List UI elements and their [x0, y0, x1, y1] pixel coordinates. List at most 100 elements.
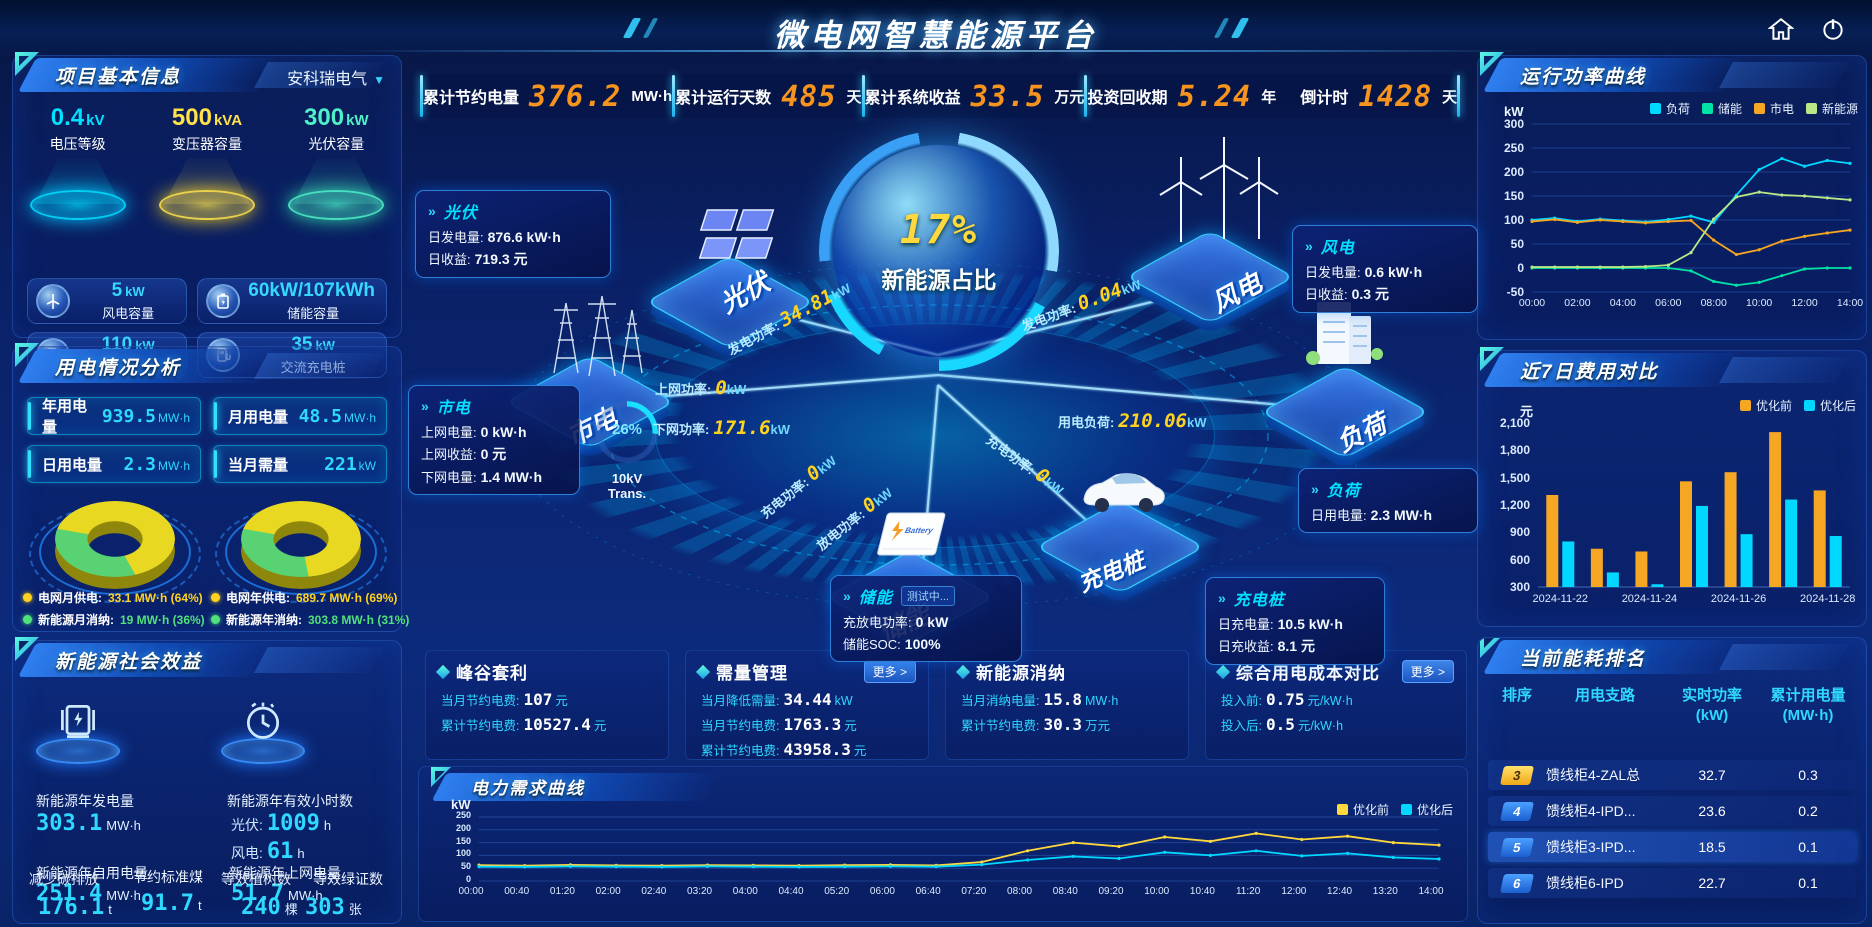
legend-item[interactable]: 优化前	[1336, 801, 1389, 818]
chevron-right-icon: »	[428, 203, 436, 219]
kpi-stats-bar: 累计节约电量 376.2 MW·h 累计运行天数 485 天 累计系统收益 33…	[420, 74, 1461, 118]
y-tick: -50	[1506, 285, 1524, 299]
x-tick: 02:00	[595, 886, 621, 897]
power-curve-chart: kW 负荷 储能 市电 新能源 300 250 200 150 100 50 0 -50 00:00 02:…	[1486, 100, 1863, 334]
status-badge: 测试中...	[900, 586, 955, 606]
power-icon[interactable]	[1820, 16, 1846, 42]
kpi-unit: 万元	[1054, 88, 1085, 106]
stat-row: 当月消纳电量: 15.8 MW·h	[961, 690, 1119, 709]
y-tick: 1,500	[1499, 470, 1530, 485]
legend-item[interactable]: 优化后	[1803, 397, 1856, 414]
panel-title: 用电情况分析	[55, 358, 182, 379]
legend-label: 优化后	[1819, 399, 1856, 413]
x-tick: 02:00	[1564, 297, 1591, 309]
company-dropdown[interactable]: 安科瑞电气 ▼	[287, 71, 385, 88]
kpi-label: 累计运行天数	[675, 90, 772, 107]
benefit-pv-hours: 光伏: 1009 h	[231, 811, 332, 836]
kpi-unit: 天	[846, 88, 862, 106]
kpi-value: 376.2	[529, 79, 622, 113]
legend-swatch	[1753, 103, 1765, 114]
chevron-right-icon: »	[1218, 590, 1226, 606]
legend-dot-icon	[211, 593, 220, 602]
battery-icon	[206, 284, 241, 318]
x-tick: 02:40	[641, 886, 667, 897]
transformer-ring	[596, 401, 658, 463]
battery-container-icon: Battery	[877, 512, 946, 556]
title-slash-decoration	[622, 18, 642, 38]
benefit-label: 新能源年发电量	[36, 793, 134, 809]
x-tick: 00:40	[504, 886, 530, 897]
card-pv-detail: » 光伏 日发电量: 876.6 kW·h 日收益: 719.3 元	[415, 190, 611, 278]
stats-divider	[1457, 75, 1461, 117]
legend-item[interactable]: 优化前	[1739, 397, 1792, 414]
benefit-label: 新能源年上网电量	[229, 865, 341, 881]
card-wind-capacity: 5 kW 风电容量	[27, 278, 188, 324]
total-energy: 0.1	[1798, 875, 1818, 891]
y-tick: 300	[1503, 117, 1524, 131]
hours-pedestal	[218, 699, 308, 764]
stat-row: 投入前: 0.75 元/kW·h	[1221, 690, 1353, 709]
legend-item[interactable]: 负荷	[1649, 100, 1690, 117]
benefit-label: 减少碳排放	[29, 871, 99, 887]
panel-title: 项目基本信息	[55, 67, 182, 88]
legend-swatch	[1803, 400, 1815, 411]
rank-badge: 5	[1499, 837, 1535, 857]
stats-divider	[420, 75, 423, 117]
legend-item[interactable]: 优化后	[1400, 801, 1453, 818]
panel-title: 近7日费用对比	[1520, 362, 1659, 383]
x-tick: 10:00	[1144, 886, 1170, 897]
stat-row: 当月节约电费: 107 元	[441, 690, 568, 709]
x-tick: 08:00	[1700, 297, 1727, 309]
table-row[interactable]: 4 馈线柜4-IPD... 23.6 0.2	[1488, 796, 1856, 826]
benefit-label: 节约标准煤	[133, 869, 203, 885]
y-tick: 600	[1509, 552, 1530, 567]
ranking-table-header: 排序 用电支路 实时功率 (kW) 累计用电量 (MW·h)	[1501, 687, 1846, 725]
table-row[interactable]: 5 馈线柜3-IPD... 18.5 0.1	[1488, 832, 1856, 862]
axis-unit-label: kW	[451, 797, 471, 812]
kpi-payback-countdown: 投资回收期 5.24 年 倒计时 1428 天	[1087, 79, 1457, 113]
legend-dot-icon	[211, 615, 220, 624]
panel-renewable-consumption: 新能源消纳 当月消纳电量: 15.8 MW·h 累计节约电费: 30.3 万元	[945, 650, 1189, 760]
x-tick: 12:40	[1327, 886, 1353, 897]
stat-row: 累计节约电费: 10527.4 元	[441, 715, 607, 734]
legend-item[interactable]: 储能	[1701, 100, 1742, 117]
stat-row: 累计节约电费: 30.3 万元	[961, 715, 1111, 734]
demand-curve-chart: kW 优化前 优化后 250 200 150 100 50 0 00:00 00:40 01:20 02…	[431, 797, 1455, 919]
legend-item[interactable]: 新能源	[1805, 100, 1858, 117]
chevron-down-icon: ▼	[373, 73, 385, 87]
realtime-power: 32.7	[1698, 767, 1726, 783]
year-supply-donut	[215, 495, 387, 605]
chevron-right-icon: »	[843, 588, 851, 604]
flow-feed-in: 上网功率: 0kW	[655, 377, 747, 399]
x-tick: 04:00	[1609, 297, 1636, 309]
branch-name: 馈线柜4-IPD...	[1546, 803, 1636, 819]
legend-grid-month: 电网月供电: 33.1 MW·h (64%)	[23, 589, 213, 606]
x-tick: 14:00	[1836, 297, 1864, 309]
y-tick: 250	[1503, 141, 1524, 155]
card-storage-capacity: 60kW/107kWh 储能容量	[197, 278, 387, 324]
x-tick: 00:00	[458, 886, 484, 897]
chevron-right-icon: »	[421, 398, 429, 414]
home-icon[interactable]	[1767, 16, 1795, 42]
panel-demand-curve: 电力需求曲线 kW 优化前 优化后 250 200 150 100 50 0 00:00 00:40…	[418, 766, 1468, 922]
stat-month-usage: 月用电量 48.5 MW·h	[213, 397, 387, 435]
legend-swatch	[1649, 103, 1661, 114]
legend-label: 市电	[1769, 102, 1794, 116]
kpi-value: 5.24	[1177, 79, 1252, 113]
legend-item[interactable]: 市电	[1753, 100, 1794, 117]
y-tick: 50	[1510, 237, 1524, 251]
x-tick: 2024-11-28	[1799, 593, 1856, 605]
solar-panels-icon	[698, 209, 775, 259]
panel-header: 项目基本信息 安科瑞电气 ▼	[13, 52, 401, 94]
more-button[interactable]: 更多 >	[863, 660, 916, 683]
panel-title: 当前能耗排名	[1520, 649, 1647, 670]
table-row[interactable]: 3 馈线柜4-ZAL总 32.7 0.3	[1488, 760, 1856, 790]
legend-renewable-year: 新能源年消纳: 303.8 MW·h (31%)	[211, 611, 411, 628]
table-row[interactable]: 6 馈线柜6-IPD 22.7 0.1	[1488, 868, 1856, 898]
benefit-value: 251.4 MW·h	[36, 881, 141, 906]
stat-row: 投入后: 0.5 元/kW·h	[1221, 715, 1344, 734]
branch-name: 馈线柜4-ZAL总	[1546, 767, 1641, 783]
more-button[interactable]: 更多 >	[1401, 660, 1454, 683]
kpi-run-days: 累计运行天数 485 天	[675, 79, 861, 113]
stat-row: 当月降低需量: 34.44 kW	[701, 690, 853, 709]
